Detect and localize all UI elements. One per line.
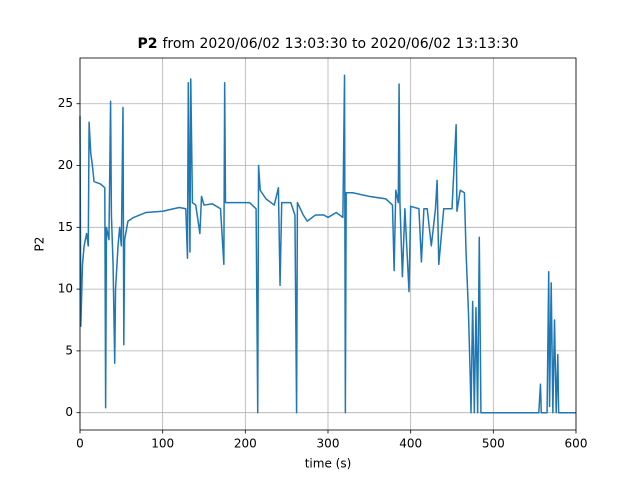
y-tick-label: 0 [65, 405, 73, 419]
y-tick-label: 20 [58, 158, 73, 172]
y-tick-label: 10 [58, 282, 73, 296]
x-tick-label: 400 [399, 437, 422, 451]
plot-frame [79, 57, 577, 431]
y-axis-label: P2 [33, 237, 47, 252]
x-tick-label: 100 [151, 437, 174, 451]
x-tick-label: 0 [76, 437, 84, 451]
x-tick-label: 200 [234, 437, 257, 451]
title-rest: from 2020/06/02 13:03:30 to 2020/06/02 1… [162, 36, 518, 52]
y-tick-label: 25 [58, 96, 73, 110]
y-tick-label: 5 [65, 343, 73, 357]
data-line [79, 74, 576, 414]
x-tick-label: 300 [317, 437, 340, 451]
title-bold: P2 [137, 36, 157, 52]
x-tick-label: 500 [482, 437, 505, 451]
x-tick-label: 600 [565, 437, 588, 451]
chart-title: P2 from 2020/06/02 13:03:30 to 2020/06/02… [137, 36, 518, 52]
x-axis-label: time (s) [305, 457, 352, 471]
y-tick-label: 15 [58, 220, 73, 234]
